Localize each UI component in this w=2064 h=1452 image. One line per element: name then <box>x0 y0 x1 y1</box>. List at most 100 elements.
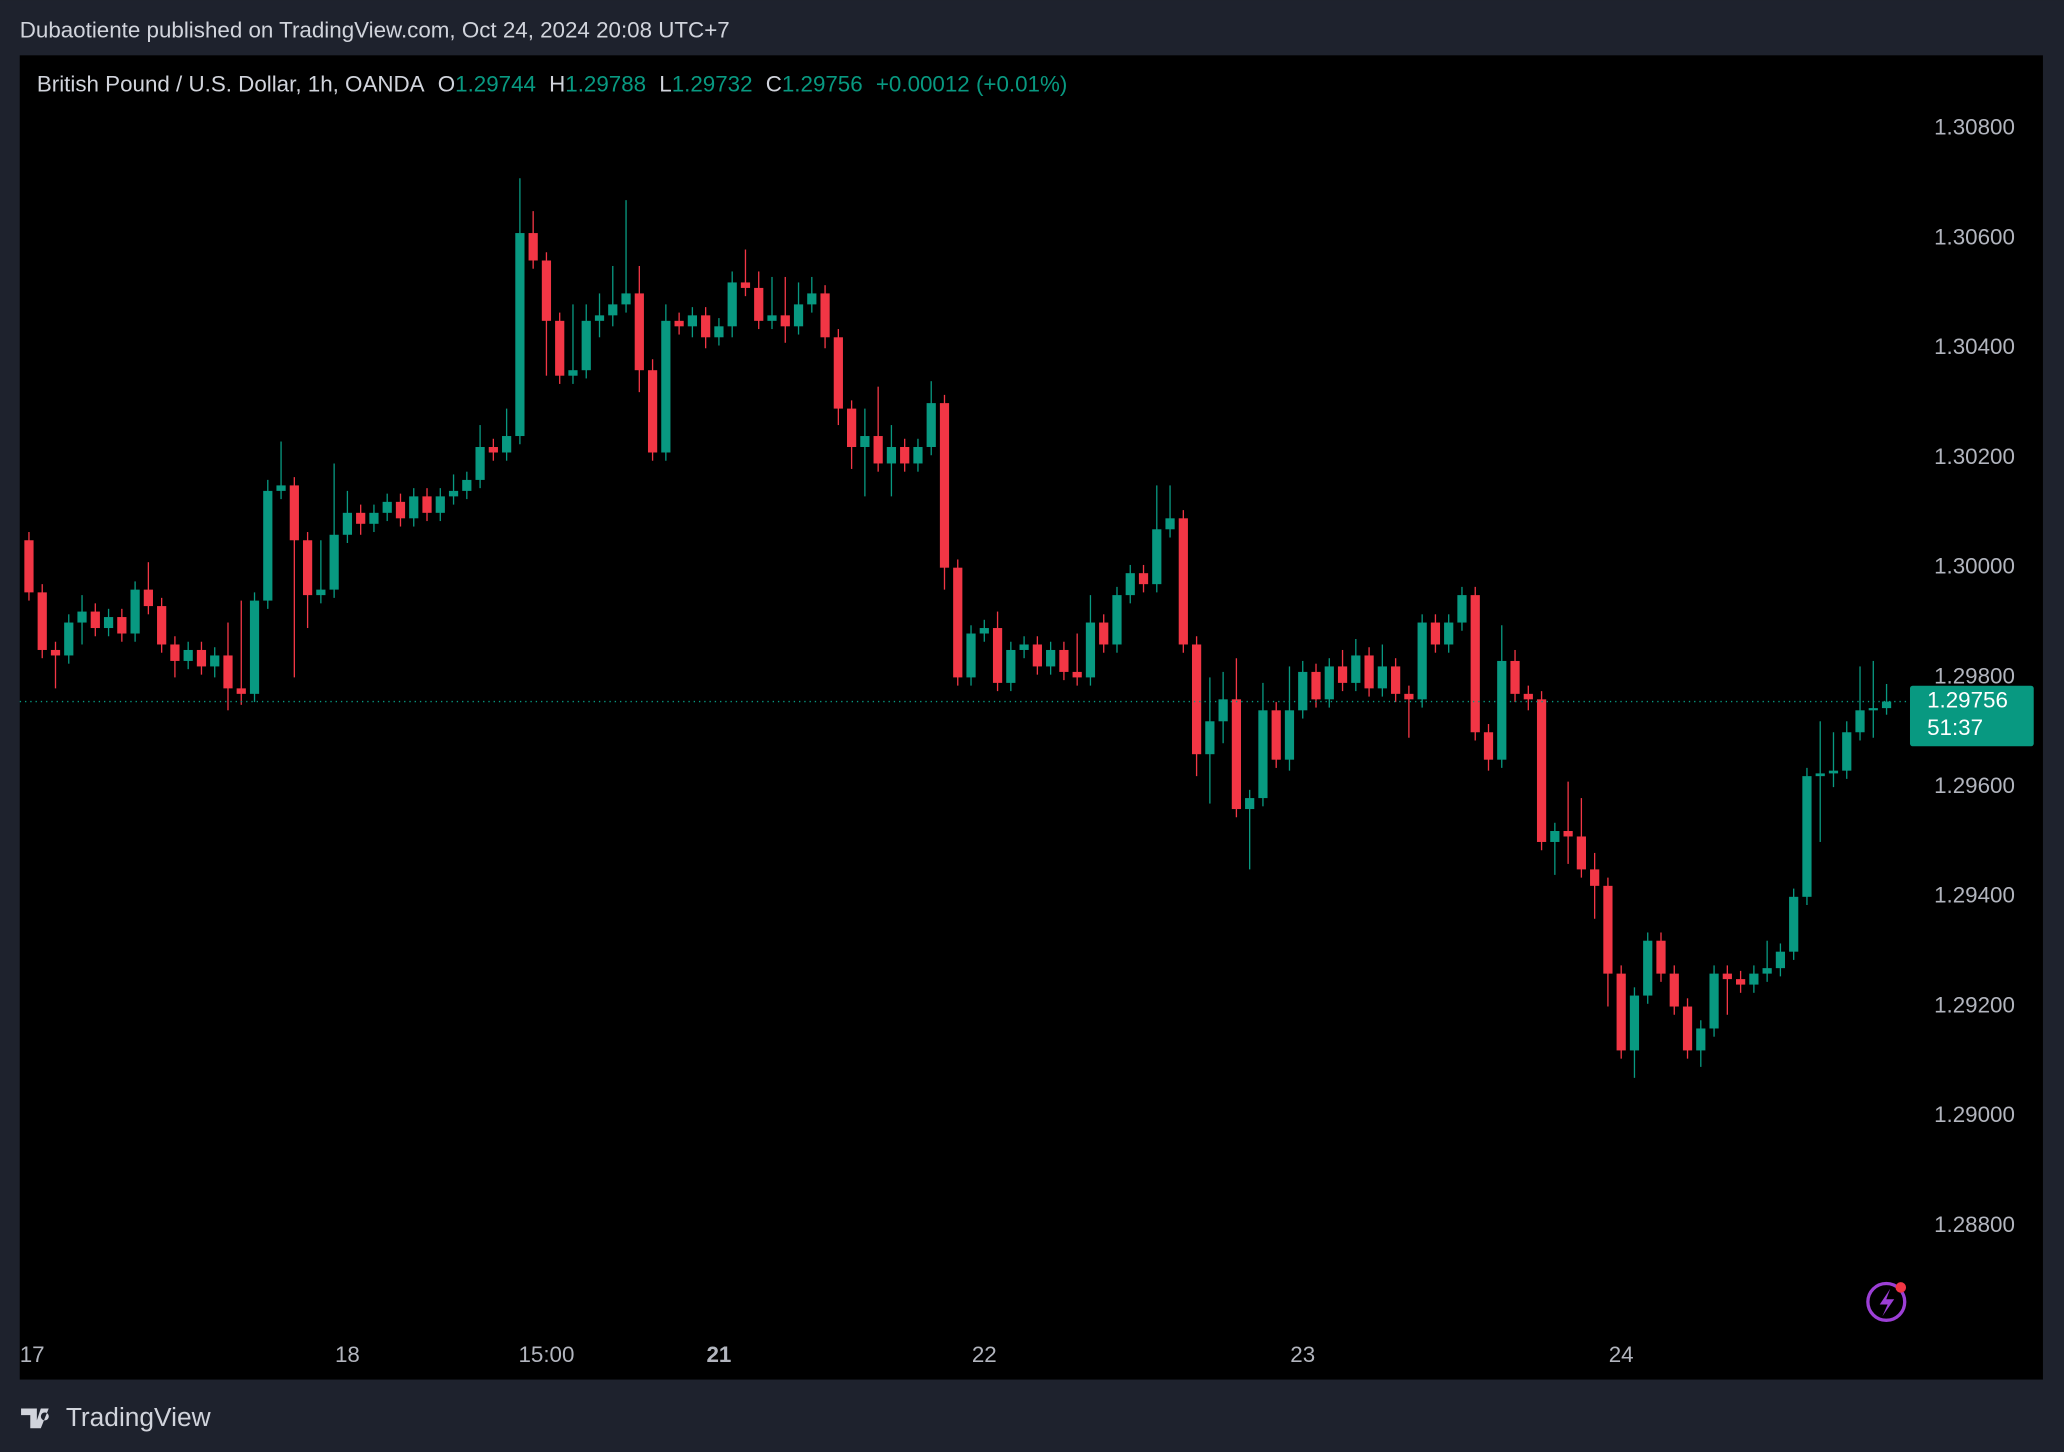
candle-body <box>1364 655 1374 689</box>
alert-icon[interactable] <box>1866 1281 1907 1322</box>
candle-body <box>1178 518 1188 645</box>
y-tick-label: 1.30600 <box>1934 224 2015 249</box>
candle-body <box>64 622 74 656</box>
candle-body <box>1351 655 1361 683</box>
candle-body <box>1284 710 1295 760</box>
logo-mark <box>21 1408 49 1429</box>
candle-body <box>1842 732 1852 771</box>
candle-body <box>807 293 817 305</box>
y-tick-label: 1.30400 <box>1934 334 2015 359</box>
candle-body <box>634 293 644 371</box>
candle-body <box>302 540 313 596</box>
y-tick-label: 1.29400 <box>1934 883 2015 908</box>
y-tick-label: 1.30200 <box>1934 444 2015 469</box>
candle-body <box>581 320 591 371</box>
candle-body <box>594 315 605 321</box>
candle-body <box>754 287 764 321</box>
candle-body <box>1696 1028 1706 1051</box>
candle-body <box>1019 644 1029 650</box>
candle-body <box>528 233 538 261</box>
candle-body <box>1099 622 1109 645</box>
candle-body <box>475 447 485 480</box>
candle-body <box>860 436 870 448</box>
candle-body <box>555 320 565 376</box>
candle-body <box>249 600 260 694</box>
candle-body <box>435 496 445 513</box>
candle-body <box>1868 708 1878 711</box>
candle-body <box>1815 773 1825 777</box>
candle-body <box>1470 595 1480 733</box>
candle-body <box>1191 644 1202 755</box>
candle-body <box>395 501 406 519</box>
candle-body <box>886 447 897 464</box>
candle-body <box>210 655 220 667</box>
candle-body <box>1669 973 1679 1007</box>
icon-circle[interactable] <box>1866 1281 1907 1322</box>
o-letter: O <box>438 72 455 97</box>
candle-body <box>117 617 127 634</box>
candle-body <box>1218 699 1228 722</box>
icon-bolt[interactable] <box>1879 1288 1895 1317</box>
candle-body <box>1510 660 1520 694</box>
candle-body <box>488 447 498 453</box>
y-tick-label: 1.29800 <box>1934 663 2015 688</box>
x-tick-label: 21 <box>706 1342 731 1367</box>
candle-body <box>1749 973 1759 985</box>
candle-body <box>1682 1006 1693 1051</box>
icon-dot[interactable] <box>1895 1282 1907 1293</box>
x-tick-label: 22 <box>972 1342 997 1367</box>
candle-body <box>621 293 631 305</box>
y-tick-label: 1.29000 <box>1934 1102 2015 1127</box>
candle-body <box>316 589 326 596</box>
candle-body <box>1536 699 1547 842</box>
brand: TradingView <box>66 1402 212 1432</box>
high-value: 1.29788 <box>565 72 646 97</box>
candle-body <box>196 649 207 667</box>
candle-body <box>1125 573 1135 596</box>
candle-body <box>462 479 472 491</box>
candle-body <box>1430 622 1441 645</box>
candle-body <box>1855 710 1865 733</box>
candle-body <box>1391 666 1401 694</box>
h-letter: H <box>549 72 565 97</box>
countdown: 51:37 <box>1927 715 1983 740</box>
l-letter: L <box>659 72 671 97</box>
candle-body <box>1205 721 1215 755</box>
plot: 1.28800 1.29000 1.29200 1.29400 1.29600 1.298… <box>20 115 2034 1367</box>
candle-body <box>1152 529 1162 585</box>
candle-body <box>1762 968 1772 974</box>
y-tick-label: 1.29200 <box>1934 992 2015 1017</box>
candle-body <box>1311 671 1321 700</box>
candle-body <box>77 611 87 623</box>
c-letter: C <box>766 72 782 97</box>
candle-body <box>833 337 843 409</box>
candle-body <box>1881 701 1892 709</box>
candle-body <box>342 512 353 535</box>
candle-body <box>1112 595 1122 645</box>
published-line: Dubaotiente published on TradingView.com… <box>20 18 730 43</box>
candle-body <box>1324 666 1334 700</box>
candle-body <box>1165 518 1175 530</box>
candle-body <box>329 534 339 590</box>
candle-body <box>50 649 61 656</box>
close-value: 1.29756 <box>782 72 863 97</box>
candle-body <box>382 501 392 513</box>
candle-body <box>1138 573 1149 585</box>
candle-body <box>1590 869 1600 886</box>
candle-body <box>780 315 790 327</box>
candle-body <box>939 403 950 568</box>
candle-body <box>1735 979 1746 985</box>
candle-body <box>1006 649 1016 683</box>
candle-body <box>276 485 286 491</box>
candle-body <box>1616 973 1626 1051</box>
candle-body <box>1789 896 1799 952</box>
candle-body <box>900 447 910 464</box>
candle-body <box>820 293 830 338</box>
candle-body <box>568 370 578 376</box>
x-tick-label: 17 <box>20 1342 45 1367</box>
x-tick-label: 18 <box>335 1342 360 1367</box>
candle-body <box>130 589 140 634</box>
candle-body <box>1576 836 1586 870</box>
candle-body <box>1563 830 1573 837</box>
